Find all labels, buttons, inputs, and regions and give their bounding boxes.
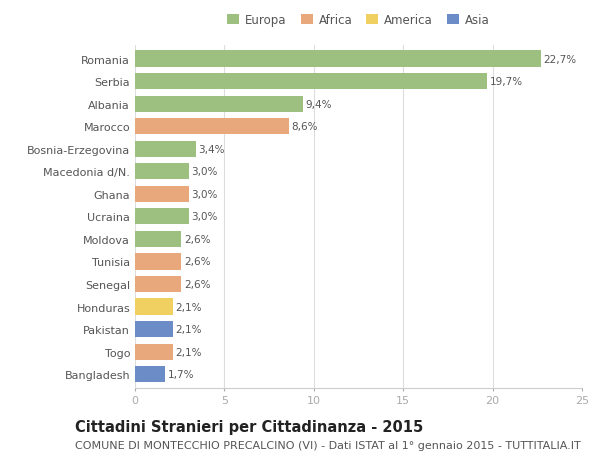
Bar [135,74,487,90]
Bar [135,96,303,112]
Text: 19,7%: 19,7% [490,77,523,87]
Legend: Europa, Africa, America, Asia: Europa, Africa, America, Asia [227,14,490,27]
Text: COMUNE DI MONTECCHIO PRECALCINO (VI) - Dati ISTAT al 1° gennaio 2015 - TUTTITALI: COMUNE DI MONTECCHIO PRECALCINO (VI) - D… [75,440,581,450]
Text: 3,0%: 3,0% [191,190,218,199]
Bar [135,344,173,360]
Bar [135,299,173,315]
Bar [135,119,289,135]
Text: 2,1%: 2,1% [175,347,202,357]
Text: 1,7%: 1,7% [168,369,194,379]
Bar [135,164,188,180]
Bar [135,254,181,270]
Text: Cittadini Stranieri per Cittadinanza - 2015: Cittadini Stranieri per Cittadinanza - 2… [75,419,423,434]
Bar [135,231,181,247]
Text: 2,1%: 2,1% [175,325,202,334]
Text: 3,0%: 3,0% [191,212,218,222]
Bar [135,141,196,157]
Text: 8,6%: 8,6% [292,122,318,132]
Text: 9,4%: 9,4% [306,100,332,109]
Bar [135,51,541,67]
Text: 3,4%: 3,4% [199,145,225,154]
Bar [135,321,173,337]
Bar [135,276,181,292]
Bar [135,209,188,225]
Text: 2,6%: 2,6% [184,257,211,267]
Text: 2,6%: 2,6% [184,280,211,289]
Text: 2,6%: 2,6% [184,235,211,244]
Text: 22,7%: 22,7% [544,55,577,64]
Bar [135,186,188,202]
Text: 2,1%: 2,1% [175,302,202,312]
Bar [135,366,166,382]
Text: 3,0%: 3,0% [191,167,218,177]
